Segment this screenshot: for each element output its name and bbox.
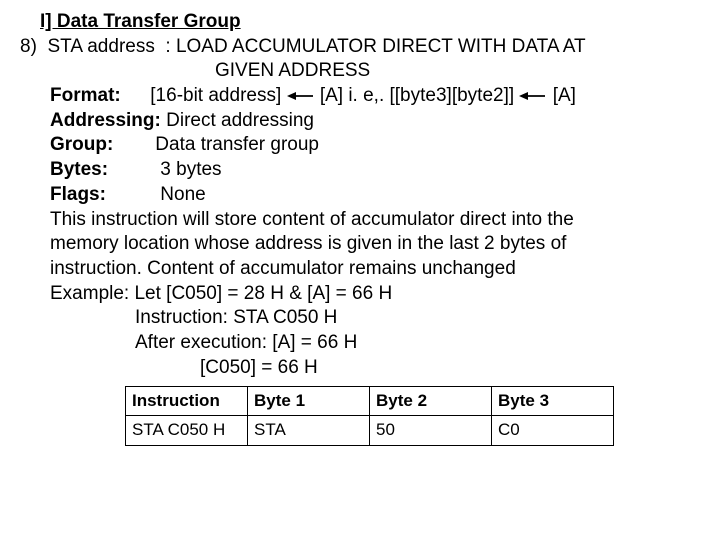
th-byte2: Byte 2 bbox=[370, 387, 492, 416]
section-title: I] Data Transfer Group bbox=[40, 10, 700, 35]
encoding-table: Instruction Byte 1 Byte 2 Byte 3 STA C05… bbox=[125, 386, 614, 445]
description-1: : LOAD ACCUMULATOR DIRECT WITH DATA AT bbox=[165, 36, 585, 57]
th-instruction: Instruction bbox=[126, 387, 248, 416]
format-part2: [A] i. e,. [[byte3][byte2]] bbox=[320, 85, 514, 106]
format-line: Format: [16-bit address] [A] i. e,. [[by… bbox=[50, 84, 700, 109]
explanation-2: memory location whose address is given i… bbox=[50, 232, 700, 257]
table-row: STA C050 H STA 50 C0 bbox=[126, 416, 614, 445]
example-2: Instruction: STA C050 H bbox=[135, 306, 700, 331]
table-header-row: Instruction Byte 1 Byte 2 Byte 3 bbox=[126, 387, 614, 416]
bytes-value: 3 bytes bbox=[160, 159, 221, 180]
item-number: 8) bbox=[20, 36, 37, 57]
group-line: Group: Data transfer group bbox=[50, 133, 700, 158]
addressing-value: Direct addressing bbox=[166, 110, 314, 131]
example-4: [C050] = 66 H bbox=[200, 356, 700, 381]
explanation-1: This instruction will store content of a… bbox=[50, 208, 700, 233]
addressing-label: Addressing: bbox=[50, 109, 161, 134]
example-1: Example: Let [C050] = 28 H & [A] = 66 H bbox=[50, 282, 700, 307]
left-arrow-icon bbox=[519, 90, 547, 102]
td-instruction: STA C050 H bbox=[126, 416, 248, 445]
td-byte3: C0 bbox=[492, 416, 614, 445]
flags-label: Flags: bbox=[50, 183, 155, 208]
td-byte2: 50 bbox=[370, 416, 492, 445]
td-byte1: STA bbox=[248, 416, 370, 445]
flags-value: None bbox=[160, 184, 205, 205]
th-byte1: Byte 1 bbox=[248, 387, 370, 416]
bytes-line: Bytes: 3 bytes bbox=[50, 158, 700, 183]
format-part3: [A] bbox=[553, 85, 576, 106]
addressing-line: Addressing: Direct addressing bbox=[50, 109, 700, 134]
flags-line: Flags: None bbox=[50, 183, 700, 208]
th-byte3: Byte 3 bbox=[492, 387, 614, 416]
group-value: Data transfer group bbox=[155, 134, 319, 155]
description-2: GIVEN ADDRESS bbox=[215, 59, 700, 84]
group-label: Group: bbox=[50, 133, 150, 158]
mnemonic: STA address bbox=[47, 36, 154, 57]
instruction-line: 8) STA address : LOAD ACCUMULATOR DIRECT… bbox=[20, 35, 700, 60]
example-3: After execution: [A] = 66 H bbox=[135, 331, 700, 356]
format-part1: [16-bit address] bbox=[150, 85, 281, 106]
bytes-label: Bytes: bbox=[50, 158, 155, 183]
left-arrow-icon bbox=[287, 90, 315, 102]
explanation-3: instruction. Content of accumulator rema… bbox=[50, 257, 700, 282]
format-label: Format: bbox=[50, 84, 145, 109]
